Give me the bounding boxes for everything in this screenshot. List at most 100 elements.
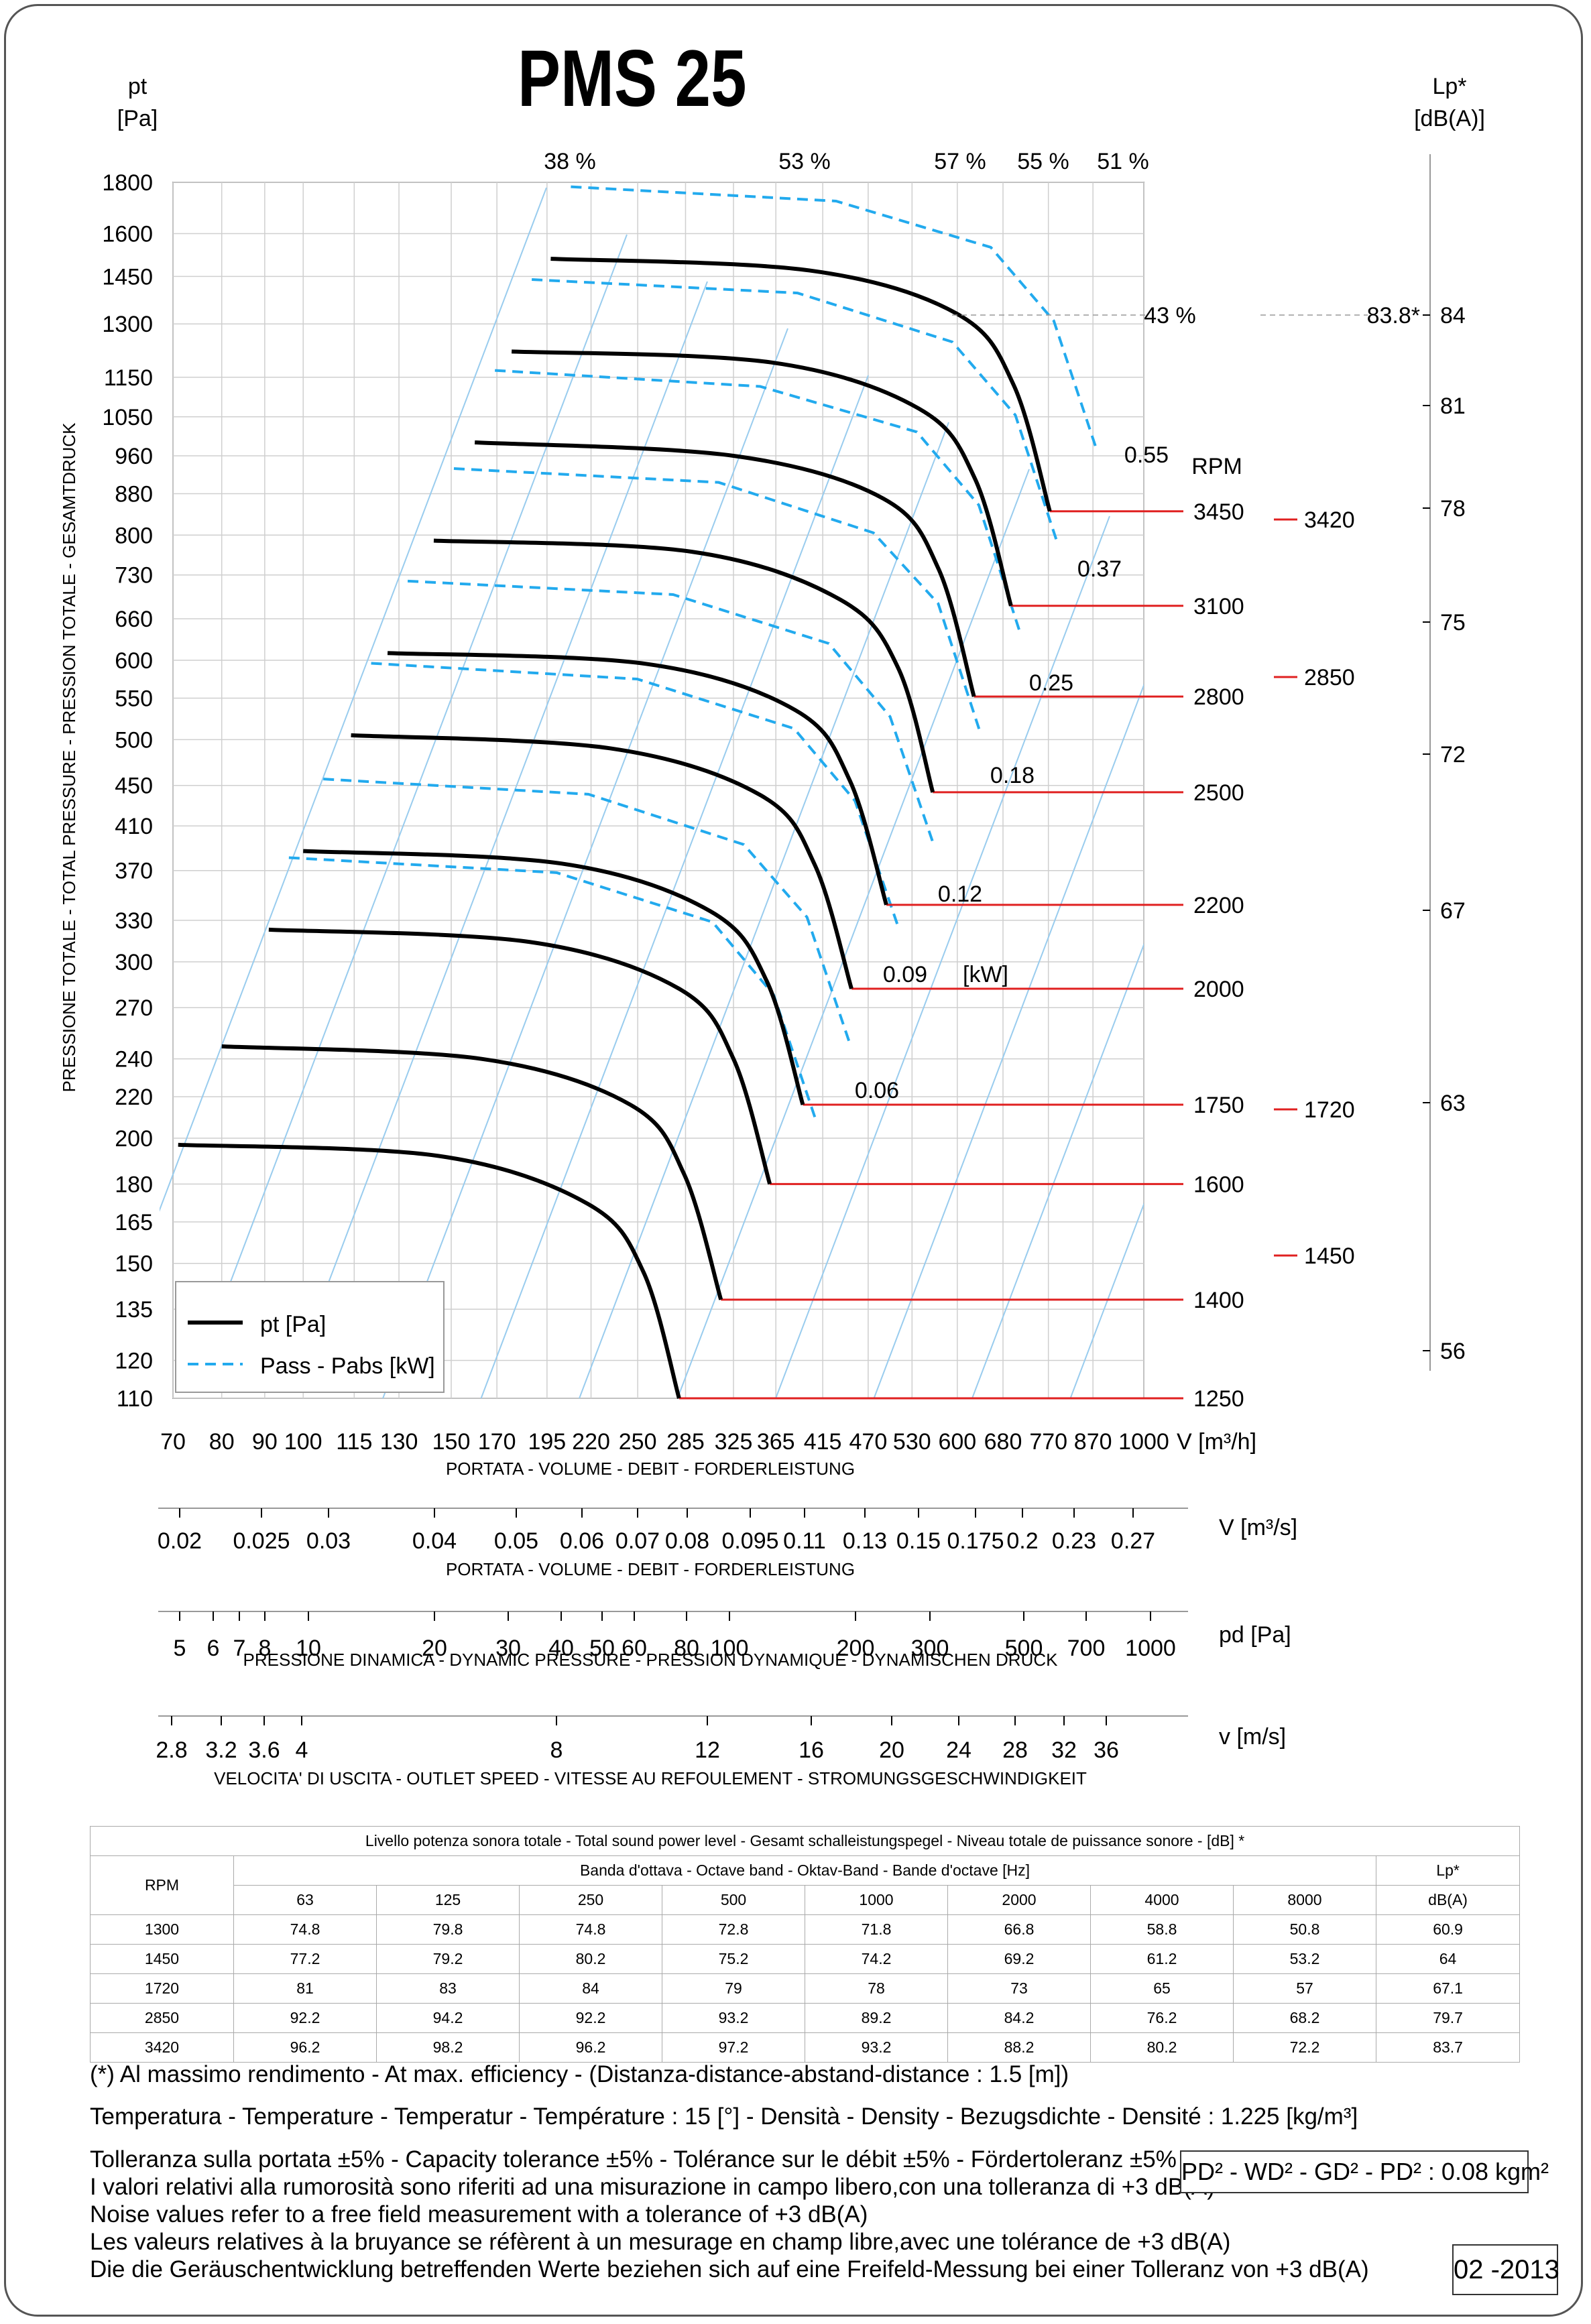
y-tick-label: 270 xyxy=(115,995,153,1021)
efficiency-line xyxy=(1340,892,1591,1983)
legend: pt [Pa] Pass - Pabs [kW] xyxy=(175,1281,445,1393)
efficiency-line xyxy=(774,515,1110,1398)
table-row: 1450 77.2 79.2 80.2 75.2 74.2 69.2 61.2 53.2 64 xyxy=(90,1944,1521,1974)
table-cell: 69.2 xyxy=(947,1944,1091,1974)
rpm-header: RPM xyxy=(1191,454,1242,479)
sound-rpm-label: 1450 xyxy=(1304,1243,1355,1269)
efficiency-line xyxy=(480,375,869,1398)
table-cell: 83.7 xyxy=(1375,2032,1521,2063)
y-tick-label: 110 xyxy=(117,1386,153,1412)
y-left-unit-1: pt xyxy=(128,74,148,99)
table-cell: 57 xyxy=(1233,1973,1376,2004)
pd-tick-label: 40 xyxy=(548,1636,574,1661)
chart-grid xyxy=(158,154,1431,1725)
v-tick-label: 24 xyxy=(946,1737,971,1763)
v-title: VELOCITA' DI USCITA - OUTLET SPEED - VIT… xyxy=(214,1768,1087,1788)
table-cell: 84 xyxy=(519,1973,662,2004)
table-lp-header: Lp* xyxy=(1375,1855,1521,1886)
chart-labels: 70 80 90 100 115 130 150 170 195 220 250 285 325 365 4… xyxy=(102,149,1465,1788)
pd-tick-label: 7 xyxy=(233,1636,246,1661)
v-tick-label: 4 xyxy=(296,1737,308,1763)
note-tolerance-4: Les valeurs relatives à la bruyance se r… xyxy=(90,2229,1231,2255)
x-tick-label: 90 xyxy=(252,1429,278,1455)
vm3s-tick-label: 0.04 xyxy=(412,1528,457,1554)
note-tolerance-5: Die die Geräuschentwicklung betreffenden… xyxy=(90,2256,1369,2282)
y-tick-label: 600 xyxy=(115,648,153,674)
x-axis-title: PORTATA - VOLUME - DEBIT - FORDERLEISTUN… xyxy=(446,1459,855,1479)
lp-tick-label: 81 xyxy=(1440,393,1466,419)
band-header: 63 xyxy=(233,1885,377,1915)
table-cell: 89.2 xyxy=(805,2003,948,2033)
efficiency-line xyxy=(873,683,1144,1398)
power-label: 0.18 xyxy=(990,763,1035,788)
power-label: 0.06 xyxy=(855,1078,899,1103)
power-curve xyxy=(407,579,935,845)
pd-tick-label: 6 xyxy=(207,1636,220,1661)
power-curves xyxy=(288,185,1098,1123)
note-efficiency: (*) Al massimo rendimento - At max. effi… xyxy=(90,2061,1069,2087)
pt-curve-1400 xyxy=(221,1044,723,1300)
table-cell: 74.2 xyxy=(805,1944,948,1974)
efficiency-line xyxy=(160,187,547,1212)
table-cell: 68.2 xyxy=(1233,2003,1376,2033)
y-tick-label: 1150 xyxy=(104,365,153,391)
table-cell: 66.8 xyxy=(947,1914,1091,1945)
x-tick-label: 1000 xyxy=(1118,1429,1169,1455)
efficiency-line xyxy=(579,422,949,1398)
x-tick-label: 680 xyxy=(984,1429,1022,1455)
y-right-unit-1: Lp* xyxy=(1432,74,1466,99)
table-cell: 96.2 xyxy=(519,2032,662,2063)
x-tick-label: 600 xyxy=(938,1429,976,1455)
pd-tick-label: 500 xyxy=(1005,1636,1043,1661)
y-tick-label: 1800 xyxy=(102,170,153,196)
x-tick-label: 70 xyxy=(160,1429,186,1455)
pt-curve-2500 xyxy=(433,538,935,793)
pt-curve-2800 xyxy=(474,440,976,697)
inertia-box: PD² - WD² - GD² - PD² : 0.08 kgm² xyxy=(1180,2150,1549,2193)
vm3s-tick-label: 0.025 xyxy=(233,1528,290,1554)
y-tick-label: 135 xyxy=(115,1297,153,1323)
y-tick-label: 165 xyxy=(115,1210,153,1235)
rpm-label: 3100 xyxy=(1193,594,1244,619)
table-cell: 53.2 xyxy=(1233,1944,1376,1974)
y-tick-label: 730 xyxy=(115,563,153,589)
x-tick-label: 285 xyxy=(666,1429,705,1455)
table-cell: 60.9 xyxy=(1375,1914,1521,1945)
pd-tick-label: 60 xyxy=(622,1636,647,1661)
vm3s-tick-label: 0.2 xyxy=(1006,1528,1038,1554)
pd-tick-label: 20 xyxy=(422,1636,447,1661)
sound-rpm-label: 2850 xyxy=(1304,665,1355,690)
efficiency-label: 55 % xyxy=(1017,149,1069,174)
efficiency-label: 43 % xyxy=(1144,303,1196,328)
table-cell: 93.2 xyxy=(805,2032,948,2063)
y-tick-label: 200 xyxy=(115,1126,153,1152)
rpm-label: 3450 xyxy=(1193,499,1244,525)
y-tick-label: 370 xyxy=(115,859,153,884)
x-tick-label: 130 xyxy=(380,1429,418,1455)
band-header: 1000 xyxy=(805,1885,948,1915)
y-tick-label: 880 xyxy=(115,481,153,507)
vm3s-tick-label: 0.23 xyxy=(1052,1528,1096,1554)
legend-pt-label: pt [Pa] xyxy=(260,1312,326,1337)
band-header: 4000 xyxy=(1090,1885,1234,1915)
lp-tick-label: 56 xyxy=(1440,1339,1466,1364)
efficiency-label: 51 % xyxy=(1097,149,1149,174)
pt-curve-1600 xyxy=(268,927,772,1185)
pd-tick-label: 100 xyxy=(711,1636,749,1661)
table-cell: 1720 xyxy=(90,1973,234,2004)
x-tick-label: 250 xyxy=(619,1429,657,1455)
lp-tick-label: 78 xyxy=(1440,496,1466,522)
sound-rpm-label: 1720 xyxy=(1304,1097,1355,1123)
sound-rpm-label: 3420 xyxy=(1304,507,1355,533)
vm3s-tick-label: 0.15 xyxy=(896,1528,941,1554)
efficiency-label: 53 % xyxy=(778,149,831,174)
table-title: Livello potenza sonora totale - Total so… xyxy=(89,1826,1521,1856)
x-tick-label: 150 xyxy=(432,1429,471,1455)
pt-curve-3100 xyxy=(511,349,1013,607)
power-label: [kW] xyxy=(963,962,1008,987)
table-cell: 76.2 xyxy=(1090,2003,1234,2033)
table-row: 3420 96.2 98.2 96.2 97.2 93.2 88.2 80.2 72.2 83.7 xyxy=(90,2032,1521,2063)
table-cell: 80.2 xyxy=(1090,2032,1234,2063)
band-header: 8000 xyxy=(1233,1885,1376,1915)
y-tick-label: 220 xyxy=(115,1085,153,1110)
